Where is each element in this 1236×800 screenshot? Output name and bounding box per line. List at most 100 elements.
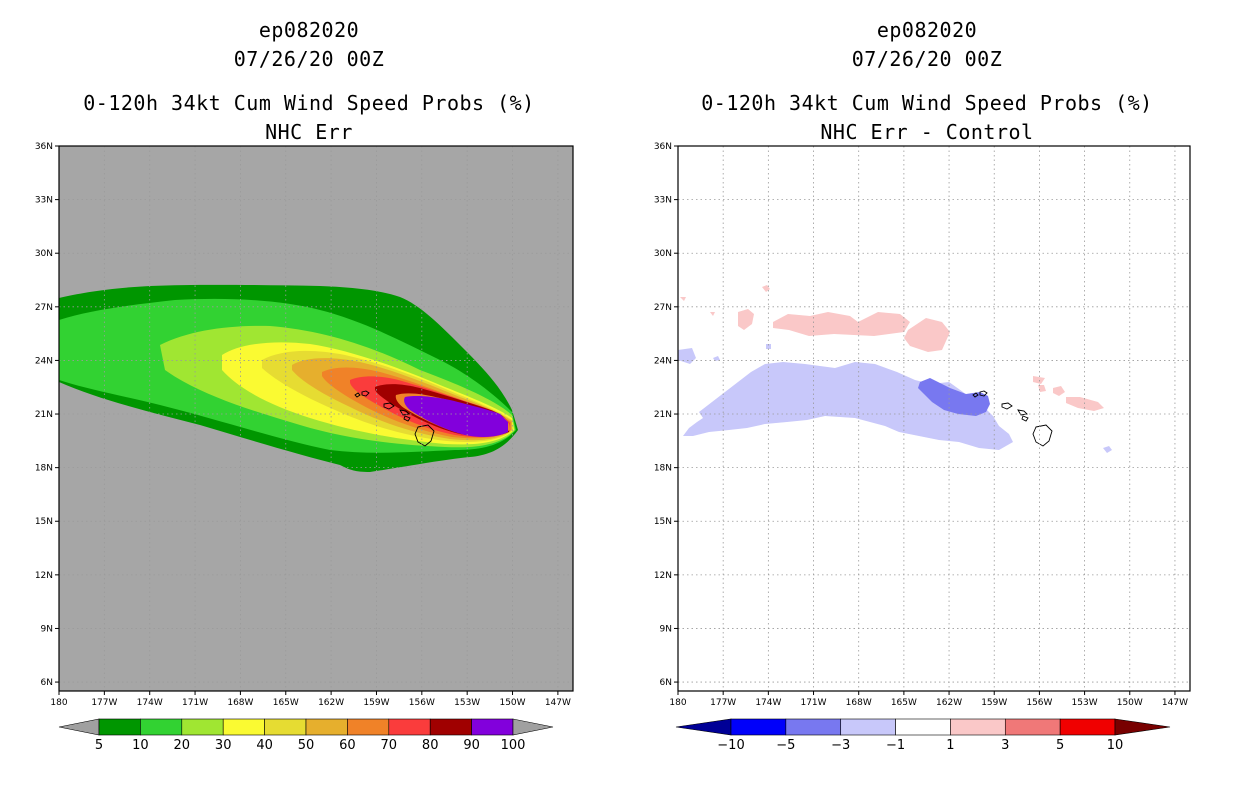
colorbar-swatch	[347, 718, 390, 736]
colorbar-swatch	[1004, 718, 1061, 736]
y-tick-label: 27N	[654, 303, 672, 313]
colorbar-swatch	[785, 718, 842, 736]
left-datetime: 07/26/20 00Z	[233, 47, 385, 71]
right-storm-id: ep082020	[876, 18, 978, 42]
colorbar-label: 5	[95, 738, 103, 753]
right-map: 180 177W 174W 171W 168W 165W 162W 159W 156W 153W 1…	[654, 142, 1191, 753]
right-x-ticks: 180 177W 174W 171W 168W 165W 162W 159W 156W 153W 1…	[669, 691, 1188, 708]
y-tick-label: 18N	[35, 464, 53, 474]
colorbar-label: 30	[215, 738, 232, 753]
right-chart-panel: ep082020 07/26/20 00Z 0-120h 34kt Cum Wi…	[618, 0, 1236, 800]
left-map-frame	[58, 145, 574, 692]
y-tick-label: 36N	[654, 142, 672, 152]
y-tick-label: 12N	[654, 571, 672, 581]
x-tick-label: 162W	[318, 698, 344, 708]
y-tick-label: 30N	[654, 249, 672, 259]
colorbar-label: 40	[256, 738, 273, 753]
x-tick-label: 168W	[846, 698, 872, 708]
left-x-ticks: 180 177W 174W 171W 168W 165W 162W 159W 156W 153W 1…	[50, 691, 571, 708]
y-tick-label: 9N	[660, 624, 672, 634]
prob-100-contour	[404, 396, 508, 437]
right-datetime: 07/26/20 00Z	[851, 47, 1003, 71]
x-tick-label: 156W	[1026, 698, 1052, 708]
y-tick-label: 6N	[41, 678, 53, 688]
colorbar-label: 100	[501, 738, 526, 753]
x-tick-label: 177W	[91, 698, 117, 708]
x-tick-label: 147W	[1162, 698, 1188, 708]
colorbar-swatch	[388, 718, 431, 736]
y-tick-label: 15N	[654, 517, 672, 527]
colorbar-under-arrow	[675, 718, 732, 736]
x-tick-label: 180	[669, 698, 686, 708]
colorbar-label: −1	[886, 738, 905, 753]
colorbar-label: 50	[298, 738, 315, 753]
colorbar-label: 10	[132, 738, 149, 753]
colorbar-swatch	[140, 718, 183, 736]
colorbar-over-arrow	[1114, 718, 1171, 736]
x-tick-label: 147W	[545, 698, 571, 708]
x-tick-label: 162W	[936, 698, 962, 708]
x-tick-label: 159W	[981, 698, 1007, 708]
x-tick-label: 171W	[182, 698, 208, 708]
colorbar-swatch	[98, 718, 141, 736]
colorbar-label: 20	[174, 738, 191, 753]
x-tick-label: 156W	[409, 698, 435, 708]
y-tick-label: 33N	[35, 196, 53, 206]
colorbar-swatch	[264, 718, 307, 736]
x-tick-label: 165W	[891, 698, 917, 708]
x-tick-label: 159W	[363, 698, 389, 708]
x-tick-label: 174W	[755, 698, 781, 708]
y-tick-label: 21N	[35, 410, 53, 420]
y-tick-label: 33N	[654, 196, 672, 206]
x-tick-label: 150W	[1117, 698, 1143, 708]
diff-pos1-region	[680, 285, 1104, 411]
y-tick-label: 18N	[654, 464, 672, 474]
diff-neg3-region	[918, 378, 990, 416]
right-chart-title: 0-120h 34kt Cum Wind Speed Probs (%)	[701, 91, 1153, 115]
left-storm-id: ep082020	[258, 18, 360, 42]
y-tick-label: 24N	[35, 356, 53, 366]
colorbar-label: 10	[1107, 738, 1124, 753]
left-colorbar: 5 10 20 30 40 50 60 70 80 90 100	[58, 718, 554, 753]
x-tick-label: 150W	[499, 698, 525, 708]
colorbar-swatch	[429, 718, 472, 736]
x-tick-label: 153W	[454, 698, 480, 708]
left-gridlines	[59, 146, 573, 691]
x-tick-label: 180	[50, 698, 67, 708]
y-tick-label: 36N	[35, 142, 53, 152]
colorbar-swatch	[305, 718, 348, 736]
colorbar-swatch	[730, 718, 787, 736]
y-tick-label: 12N	[35, 571, 53, 581]
right-gridlines	[678, 146, 1190, 691]
colorbar-swatch	[950, 718, 1006, 736]
y-tick-label: 15N	[35, 517, 53, 527]
y-tick-label: 30N	[35, 249, 53, 259]
colorbar-label: 5	[1056, 738, 1064, 753]
left-chart-title: 0-120h 34kt Cum Wind Speed Probs (%)	[83, 91, 535, 115]
colorbar-swatch	[471, 718, 514, 736]
colorbar-label: −3	[831, 738, 850, 753]
colorbar-swatch	[222, 718, 265, 736]
colorbar-label: 90	[463, 738, 480, 753]
colorbar-label: −10	[717, 738, 744, 753]
diff-neg1-region	[678, 344, 1112, 453]
hawaii-coastline-right	[972, 390, 1053, 447]
colorbar-over-arrow	[512, 718, 554, 736]
colorbar-label: 80	[422, 738, 439, 753]
colorbar-label: 70	[381, 738, 398, 753]
colorbar-label: 3	[1001, 738, 1009, 753]
right-colorbar: −10 −5 −3 −1 1 3 5 10	[675, 718, 1171, 753]
left-y-ticks: 36N 33N 30N 27N 24N 21N 18N 15N 12N 9N 6N	[35, 142, 59, 688]
y-tick-label: 9N	[41, 624, 53, 634]
colorbar-swatch	[1059, 718, 1116, 736]
colorbar-swatch	[895, 718, 951, 736]
left-chart-panel: ep082020 07/26/20 00Z 0-120h 34kt Cum Wi…	[35, 18, 574, 753]
right-chart-subtitle: NHC Err - Control	[820, 120, 1034, 144]
y-tick-label: 21N	[654, 410, 672, 420]
colorbar-label: 1	[946, 738, 954, 753]
x-tick-label: 153W	[1072, 698, 1098, 708]
colorbar-swatch	[181, 718, 224, 736]
y-tick-label: 24N	[654, 356, 672, 366]
y-tick-label: 6N	[660, 678, 672, 688]
left-chart-subtitle: NHC Err	[265, 120, 353, 144]
